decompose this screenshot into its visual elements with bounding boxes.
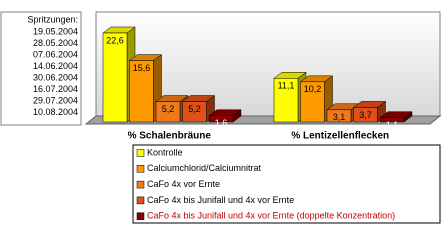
legend-swatch — [136, 212, 145, 220]
note-line: 30.06.2004 — [33, 72, 78, 82]
chart: Spritzungen: 19.05.2004 28.05.200407.06.20… — [0, 11, 442, 224]
value-label: 15,6 — [133, 63, 151, 73]
note-line: 29.07.2004 — [33, 95, 78, 105]
note-line: 19.05.2004 — [33, 26, 78, 36]
bar — [129, 60, 154, 123]
value-label: 5,2 — [188, 104, 201, 114]
note-line: 07.06.2004 — [33, 49, 78, 59]
x-tick-label: % Schalenbräune — [128, 131, 212, 142]
note-title: Spritzungen: — [27, 14, 78, 24]
value-label: 1,6 — [215, 118, 228, 128]
legend-swatch — [136, 196, 145, 205]
legend — [132, 144, 441, 224]
legend-label: CaFo 4x vor Ernte — [147, 179, 220, 189]
bar — [182, 101, 207, 123]
value-label: 5,2 — [162, 104, 175, 114]
bar — [353, 107, 378, 123]
value-label: 3,1 — [333, 112, 346, 122]
note-line: 10.08.2004 — [33, 107, 78, 117]
legend-label: CaFo 4x bis Junifall und 4x vor Ernte (d… — [147, 211, 395, 221]
legend-swatch — [136, 180, 145, 189]
note-line: 16.07.2004 — [33, 84, 78, 94]
bar — [155, 101, 181, 123]
value-label: 3,7 — [359, 110, 372, 120]
value-label: 1,1 — [386, 120, 399, 130]
value-label: 10,2 — [304, 84, 322, 94]
legend-label: Calciumchlorid/Calciumnitrat — [147, 163, 262, 173]
x-tick-label: % Lentizellenflecken — [291, 131, 389, 142]
legend-swatch — [136, 165, 145, 173]
note-line: 14.06.2004 — [33, 61, 78, 71]
bar — [379, 117, 405, 123]
value-label: 11,1 — [278, 81, 295, 91]
bar — [102, 32, 128, 123]
value-label: 22,6 — [106, 35, 124, 45]
legend-swatch — [136, 149, 145, 157]
bar — [273, 78, 299, 123]
bar — [326, 109, 352, 123]
legend-label: Kontrolle — [147, 147, 183, 157]
note-box — [0, 11, 82, 126]
note-line: 28.05.2004 — [33, 38, 78, 48]
bar — [300, 81, 325, 123]
bar — [208, 115, 234, 123]
legend-label: CaFo 4x bis Junifall und 4x vor Ernte — [147, 195, 294, 205]
